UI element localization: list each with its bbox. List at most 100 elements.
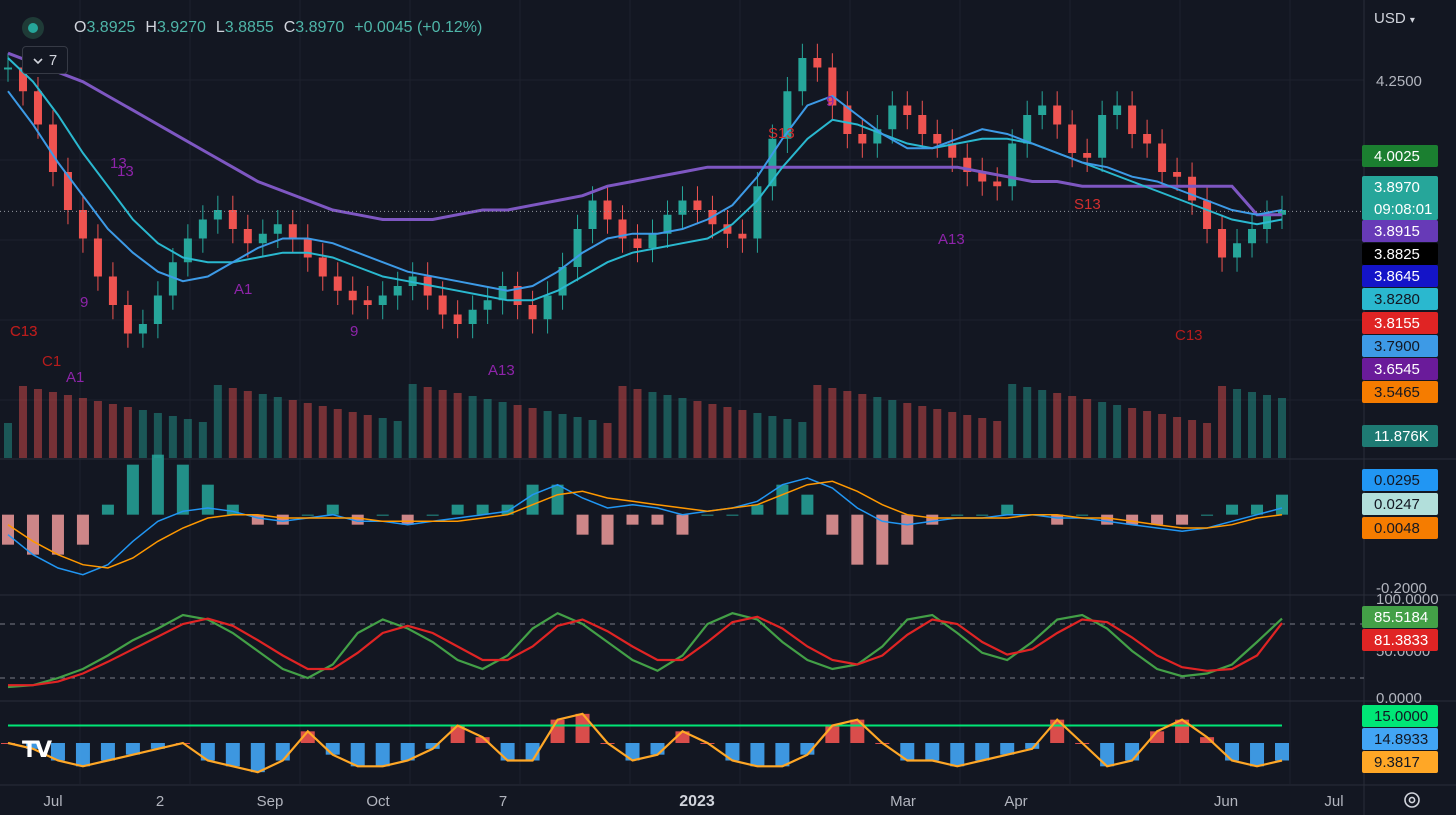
volume-bar <box>873 397 882 458</box>
candle-body <box>78 210 87 239</box>
volume-bar <box>978 418 987 458</box>
stoch-tag: 85.5184 <box>1374 609 1428 626</box>
candle-body <box>1053 105 1062 125</box>
macd-histogram-bar <box>551 484 564 515</box>
oscillator-histogram-bar <box>125 743 140 755</box>
candle-body <box>1083 153 1092 158</box>
volume-bar <box>738 410 747 458</box>
candle-body <box>1203 200 1212 229</box>
candle-body <box>1233 243 1242 258</box>
volume-bar <box>768 416 777 458</box>
candle-body <box>1008 143 1017 187</box>
oscillator-histogram-bar <box>750 743 765 767</box>
price-tag-bg <box>1362 381 1438 403</box>
macd-histogram-bar <box>26 514 39 555</box>
candle-body <box>843 105 852 134</box>
candle-body <box>18 67 27 92</box>
oscillator-histogram-bar <box>1200 737 1215 743</box>
candle-body <box>513 286 522 305</box>
macd-tag-bg <box>1362 517 1438 539</box>
oscillator-tag-bg <box>1362 705 1438 727</box>
macd-tag: 0.0295 <box>1374 472 1420 489</box>
candle-body <box>873 129 882 144</box>
volume-bar <box>243 391 252 458</box>
volume-bar <box>93 401 102 458</box>
volume-bar <box>273 397 282 458</box>
oscillator-histogram-bar <box>975 743 990 761</box>
macd-histogram-bar <box>776 484 789 515</box>
candle-body <box>468 309 477 324</box>
oscillator-histogram-bar <box>400 743 415 761</box>
candle-body <box>738 233 747 239</box>
volume-bar <box>63 395 72 458</box>
volume-bar <box>888 400 897 458</box>
candle-body <box>1248 229 1257 244</box>
oscillator-histogram-bar <box>725 743 740 761</box>
price-tag-bg <box>1362 243 1438 265</box>
price-tag-bg <box>1362 145 1438 167</box>
time-axis-label: Mar <box>890 793 916 810</box>
macd-histogram-bar <box>901 514 914 545</box>
annotation-label: C13 <box>1175 327 1203 344</box>
price-tag-bg <box>1362 176 1438 220</box>
volume-bar <box>318 406 327 458</box>
volume-bar <box>798 422 807 458</box>
volume-bar <box>48 392 57 458</box>
indicator-count: 7 <box>48 51 58 69</box>
time-axis-label: Sep <box>257 793 284 810</box>
candle-body <box>4 67 12 70</box>
volume-bar <box>618 386 627 458</box>
macd-histogram-bar <box>676 514 689 535</box>
annotation-label: C13 <box>10 323 38 340</box>
candle-body <box>303 238 312 258</box>
volume-bar <box>1068 396 1077 458</box>
volume-bar <box>843 391 852 458</box>
sma-long-line <box>7 51 1282 221</box>
macd-histogram-bar <box>376 514 389 516</box>
candle-body <box>948 143 957 158</box>
price-tag: 3.8970 <box>1374 179 1420 196</box>
chart-settings-gear-icon[interactable] <box>1402 790 1422 810</box>
ohlc-close: C3.8970 <box>283 19 345 36</box>
candle-body <box>993 181 1002 187</box>
price-tag: 3.8155 <box>1374 315 1420 332</box>
candle-body <box>978 172 987 182</box>
volume-bar <box>1023 387 1032 458</box>
oscillator-histogram-bar <box>1150 731 1165 743</box>
volume-bar <box>993 421 1002 458</box>
volume-bar <box>1143 411 1152 458</box>
macd-histogram-bar <box>1226 504 1239 515</box>
macd-histogram-bar <box>401 514 414 525</box>
stoch-tick-label: 0.0000 <box>1376 690 1422 707</box>
annotation-label: A1 <box>234 281 252 298</box>
symbol-logo-icon[interactable] <box>22 17 44 39</box>
candle-body <box>828 67 837 106</box>
macd-histogram-bar <box>1076 514 1089 516</box>
volume-bar <box>648 392 657 458</box>
stoch-tag: 81.3833 <box>1374 632 1428 649</box>
volume-bar <box>828 388 837 458</box>
oscillator-histogram-bar <box>100 743 115 761</box>
price-tag: 3.6545 <box>1374 361 1420 378</box>
oscillator-histogram-bar <box>75 743 90 767</box>
macd-histogram-bar <box>1001 504 1014 515</box>
macd-line <box>7 477 1283 576</box>
indicators-collapse-button[interactable]: 7 <box>22 46 68 74</box>
currency-selector[interactable]: USD ▾ <box>1374 10 1415 27</box>
candle-body <box>273 224 282 234</box>
candle-body <box>153 295 162 324</box>
oscillator-histogram-bar <box>375 743 390 767</box>
volume-bar <box>678 398 687 458</box>
volume-bar <box>693 401 702 458</box>
oscillator-histogram-bar <box>1125 743 1140 761</box>
macd-tag: 0.0247 <box>1374 496 1420 513</box>
volume-bar <box>138 410 147 458</box>
macd-histogram-bar <box>1051 514 1064 525</box>
candle-body <box>333 276 342 291</box>
macd-histogram-bar <box>601 514 614 545</box>
oscillator-histogram-bar <box>275 743 290 761</box>
candle-body <box>1113 105 1122 115</box>
candle-body <box>183 238 192 263</box>
volume-bar <box>1113 405 1122 458</box>
